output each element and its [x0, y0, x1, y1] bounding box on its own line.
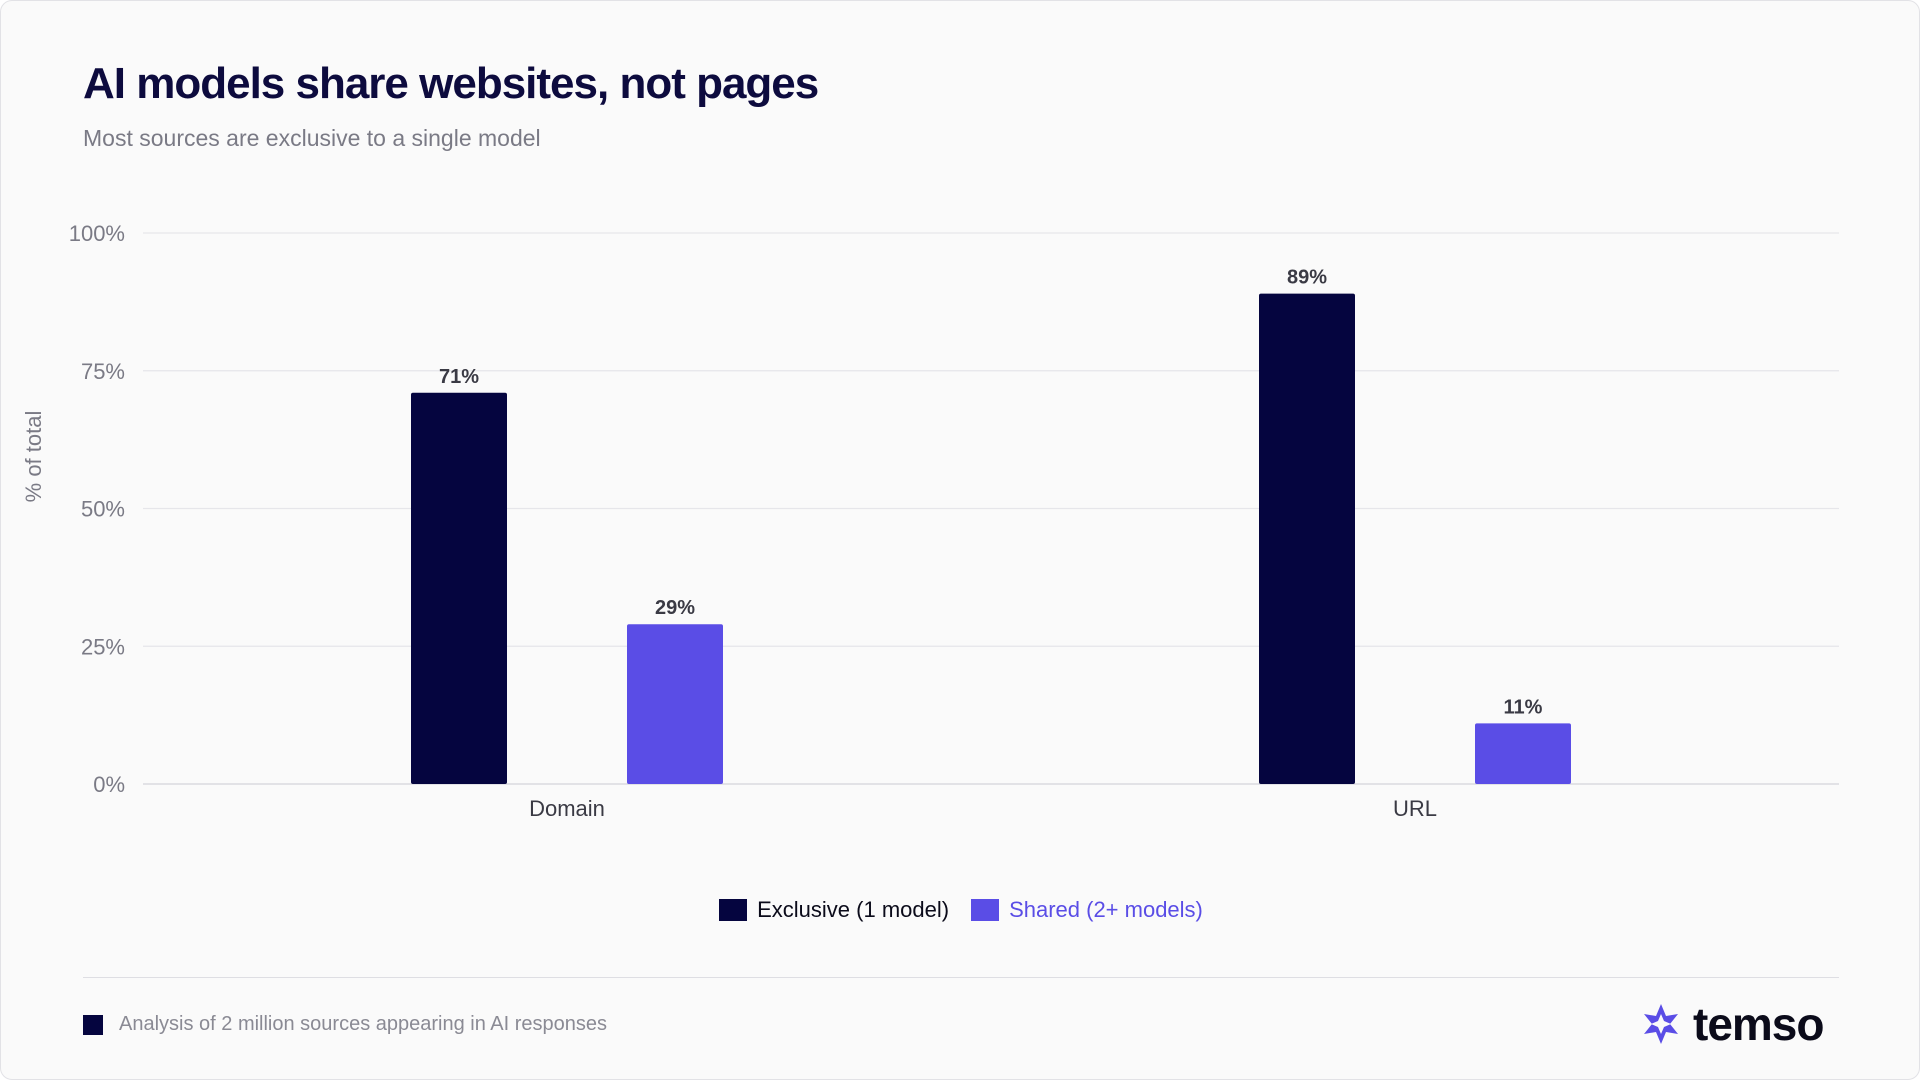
chart-subtitle: Most sources are exclusive to a single m…	[83, 125, 541, 151]
data-label: 11%	[1504, 696, 1543, 718]
bar-chart: 0% 25% 50% 75% 100% % of total 71% 29% Domain 89%…	[21, 221, 1839, 821]
temso-star-icon	[1644, 1004, 1678, 1044]
y-tick-label: 50%	[81, 497, 125, 522]
y-axis-label: % of total	[21, 411, 46, 503]
footer-divider	[83, 977, 1839, 978]
legend-label: Shared (2+ models)	[1009, 897, 1203, 922]
x-category-label: URL	[1393, 796, 1437, 821]
logo-text: temso	[1693, 998, 1824, 1050]
chart-title: AI models share websites, not pages	[83, 59, 819, 108]
legend-label: Exclusive (1 model)	[757, 897, 950, 922]
footnote-square-icon	[83, 1014, 103, 1035]
bar	[1475, 723, 1571, 784]
y-tick-label: 75%	[81, 359, 125, 384]
y-tick-label: 25%	[81, 634, 125, 659]
data-label: 71%	[439, 366, 479, 388]
legend-swatch	[971, 899, 1000, 921]
y-tick-label: 0%	[93, 772, 125, 797]
bar	[1259, 293, 1355, 784]
legend-item: Exclusive (1 model)	[719, 897, 949, 923]
footnote-text: Analysis of 2 million sources appearing …	[119, 1013, 608, 1035]
bar	[627, 624, 723, 784]
x-category-label: Domain	[529, 796, 605, 821]
y-tick-label: 100%	[69, 221, 125, 246]
legend-swatch	[719, 899, 748, 921]
data-label: 29%	[655, 597, 695, 619]
bar	[411, 392, 507, 784]
data-label: 89%	[1287, 267, 1327, 289]
brand-logo: temso	[1641, 997, 1824, 1051]
chart-legend: Exclusive (1 model) Shared (2+ models)	[1, 897, 1920, 923]
legend-item: Shared (2+ models)	[971, 897, 1203, 923]
footnote: Analysis of 2 million sources appearing …	[83, 1013, 607, 1036]
